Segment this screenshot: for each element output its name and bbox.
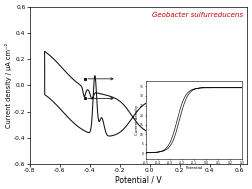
Y-axis label: Current density / μA cm⁻²: Current density / μA cm⁻² — [5, 43, 12, 128]
X-axis label: Potential / V: Potential / V — [115, 175, 162, 184]
Text: Geobacter sulfurreducens: Geobacter sulfurreducens — [152, 12, 243, 18]
